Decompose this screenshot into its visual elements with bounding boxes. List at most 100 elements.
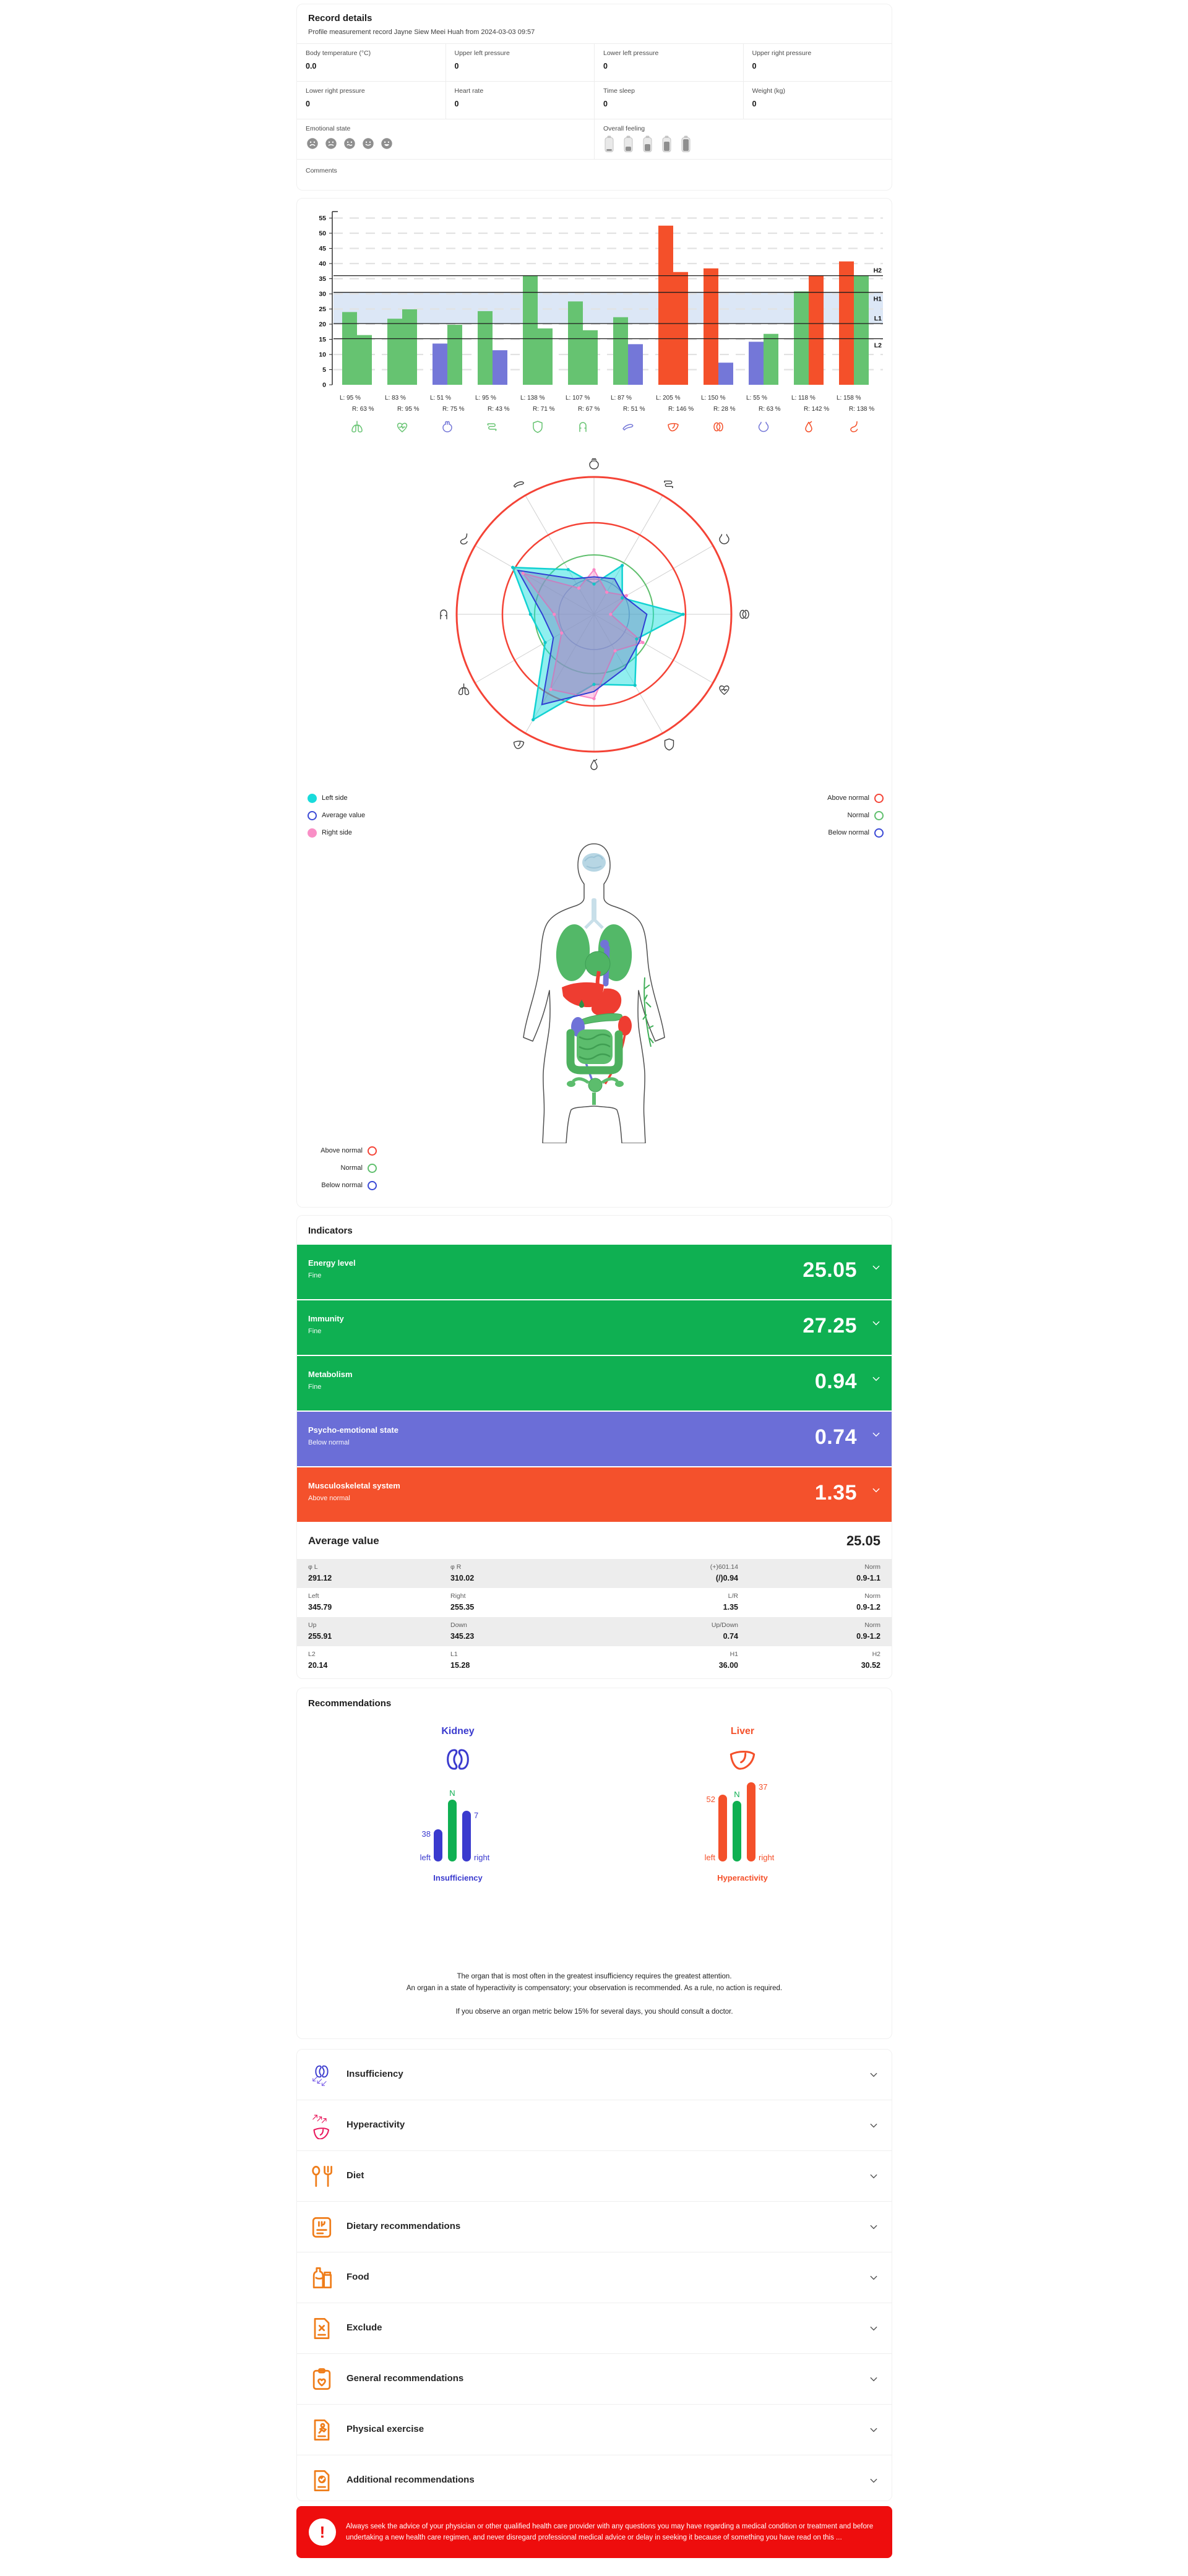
- radar-legend-left: Left side Average value Right side: [308, 789, 431, 841]
- svg-text:L: 95 %: L: 95 %: [340, 395, 361, 401]
- liver-summary: Liver 52 N 37 left right Hyperactivity: [668, 1726, 817, 1883]
- record-field-value[interactable]: 0: [454, 62, 459, 71]
- chevron-down-icon[interactable]: [869, 2426, 878, 2434]
- svg-text:left: left: [420, 1853, 431, 1862]
- chevron-down-icon[interactable]: [869, 2476, 878, 2485]
- very-sad-face-icon[interactable]: [306, 137, 319, 150]
- chevron-down-icon[interactable]: [872, 1319, 880, 1328]
- check-doc-icon: [308, 2467, 335, 2494]
- record-field: Upper right pressure 0: [742, 44, 892, 81]
- table-cell: L1 15.28: [450, 1651, 470, 1670]
- svg-text:R: 63 %: R: 63 %: [352, 406, 374, 413]
- chevron-down-icon[interactable]: [869, 2223, 878, 2231]
- record-field: Upper left pressure 0: [445, 44, 595, 81]
- indicator-status: Above normal: [308, 1495, 350, 1502]
- battery-icon[interactable]: [622, 135, 634, 153]
- accordion-label: Hyperactivity: [346, 2119, 405, 2130]
- svg-text:40: 40: [319, 260, 326, 268]
- indicator-value: 25.05: [803, 1258, 857, 1282]
- record-field: Lower right pressure 0: [297, 82, 446, 119]
- record-field-value[interactable]: 0: [306, 100, 310, 108]
- accordion-row-diet[interactable]: Diet: [297, 2151, 892, 2202]
- happy-face-icon[interactable]: [380, 137, 394, 150]
- svg-text:L: 87 %: L: 87 %: [611, 395, 632, 401]
- accordion-row-general-recommendations[interactable]: General recommendations: [297, 2354, 892, 2405]
- record-field-value[interactable]: 0.0: [306, 62, 317, 71]
- indicator-row[interactable]: Musculoskeletal system Above normal 1.35: [297, 1467, 892, 1522]
- svg-text:right: right: [474, 1853, 490, 1862]
- svg-text:7: 7: [474, 1811, 478, 1820]
- emotional-state-label: Emotional state: [306, 125, 351, 132]
- record-field: Weight (kg) 0: [742, 82, 892, 119]
- indicator-row[interactable]: Immunity Fine 27.25: [297, 1300, 892, 1355]
- svg-text:15: 15: [319, 336, 326, 343]
- chevron-down-icon[interactable]: [869, 2273, 878, 2282]
- indicator-row[interactable]: Psycho-emotional state Below normal 0.74: [297, 1412, 892, 1466]
- sad-face-icon[interactable]: [324, 137, 338, 150]
- svg-text:R: 75 %: R: 75 %: [442, 406, 465, 413]
- record-field-value[interactable]: 0: [603, 100, 608, 108]
- chevron-down-icon[interactable]: [869, 2375, 878, 2384]
- table-cell: Norm 0.9-1.2: [856, 1592, 880, 1612]
- cyan-filled-swatch: [308, 793, 317, 803]
- indicator-value: 1.35: [814, 1481, 857, 1505]
- battery-icon[interactable]: [680, 135, 692, 153]
- table-cell: φ R 310.02: [450, 1563, 475, 1582]
- record-field: Time sleep 0: [594, 82, 743, 119]
- pink-filled-swatch: [308, 828, 317, 838]
- svg-text:10: 10: [319, 351, 326, 359]
- chevron-down-icon[interactable]: [872, 1375, 880, 1383]
- indicator-label: Psycho-emotional state: [308, 1425, 398, 1435]
- indicator-row[interactable]: Metabolism Fine 0.94: [297, 1356, 892, 1410]
- svg-text:30: 30: [319, 291, 326, 298]
- chevron-down-icon[interactable]: [872, 1430, 880, 1439]
- indicator-status: Fine: [308, 1328, 322, 1335]
- legend-item: Right side: [308, 824, 431, 841]
- table-cell: (+)601.14 (/)0.94: [710, 1563, 738, 1582]
- emotional-state-cell: Emotional state: [297, 119, 594, 159]
- record-field-value[interactable]: 0: [752, 62, 757, 71]
- accordion-row-hyperactivity[interactable]: Hyperactivity: [297, 2100, 892, 2151]
- legend-item: Below normal: [308, 1177, 377, 1194]
- chevron-down-icon[interactable]: [869, 2172, 878, 2181]
- comments-label[interactable]: Comments: [306, 167, 337, 174]
- svg-text:L: 51 %: L: 51 %: [430, 395, 451, 401]
- svg-text:25: 25: [319, 306, 326, 313]
- chevron-down-icon[interactable]: [869, 2121, 878, 2130]
- food-jars-icon: [308, 2264, 335, 2291]
- accordion-row-exclude[interactable]: Exclude: [297, 2303, 892, 2354]
- record-field-value[interactable]: 0: [454, 100, 459, 108]
- battery-icon[interactable]: [642, 135, 653, 153]
- record-field-value[interactable]: 0: [603, 62, 608, 71]
- accordion-row-additional-recommendations[interactable]: Additional recommendations: [297, 2455, 892, 2501]
- chevron-down-icon[interactable]: [872, 1486, 880, 1495]
- accordion-label: Insufficiency: [346, 2069, 403, 2079]
- battery-icon[interactable]: [661, 135, 673, 153]
- neutral-face-icon[interactable]: [343, 137, 356, 150]
- chevron-down-icon[interactable]: [872, 1263, 880, 1272]
- average-value: 25.05: [846, 1533, 880, 1548]
- table-cell: L/R 1.35: [723, 1592, 738, 1612]
- overall-feeling-batteries[interactable]: [603, 135, 883, 153]
- emotional-state-faces[interactable]: [306, 137, 585, 150]
- good-face-icon[interactable]: [361, 137, 375, 150]
- body-diagram: [489, 840, 699, 1146]
- svg-text:R: 142 %: R: 142 %: [804, 406, 829, 413]
- indicator-row[interactable]: Energy level Fine 25.05: [297, 1245, 892, 1299]
- indicator-value: 0.94: [814, 1370, 857, 1393]
- recommendation-notes: The organ that is most often in the grea…: [296, 1971, 892, 1994]
- record-field-label: Heart rate: [454, 87, 484, 95]
- accordion-label: Food: [346, 2272, 369, 2282]
- accordion-row-food[interactable]: Food: [297, 2252, 892, 2303]
- record-field-value[interactable]: 0: [752, 100, 757, 108]
- table-cell: Up 255.91: [308, 1621, 332, 1641]
- accordion-row-insufficiency[interactable]: Insufficiency: [297, 2050, 892, 2100]
- chevron-down-icon[interactable]: [869, 2324, 878, 2333]
- battery-icon[interactable]: [603, 135, 615, 153]
- accordion-row-dietary-recommendations[interactable]: Dietary recommendations: [297, 2202, 892, 2252]
- medical-disclaimer-banner: ! Always seek the advice of your physici…: [296, 2506, 892, 2558]
- record-details-card: Record details Profile measurement recor…: [296, 4, 892, 191]
- accordion-row-physical-exercise[interactable]: Physical exercise: [297, 2405, 892, 2455]
- chevron-down-icon[interactable]: [869, 2071, 878, 2079]
- svg-text:H1: H1: [874, 296, 882, 303]
